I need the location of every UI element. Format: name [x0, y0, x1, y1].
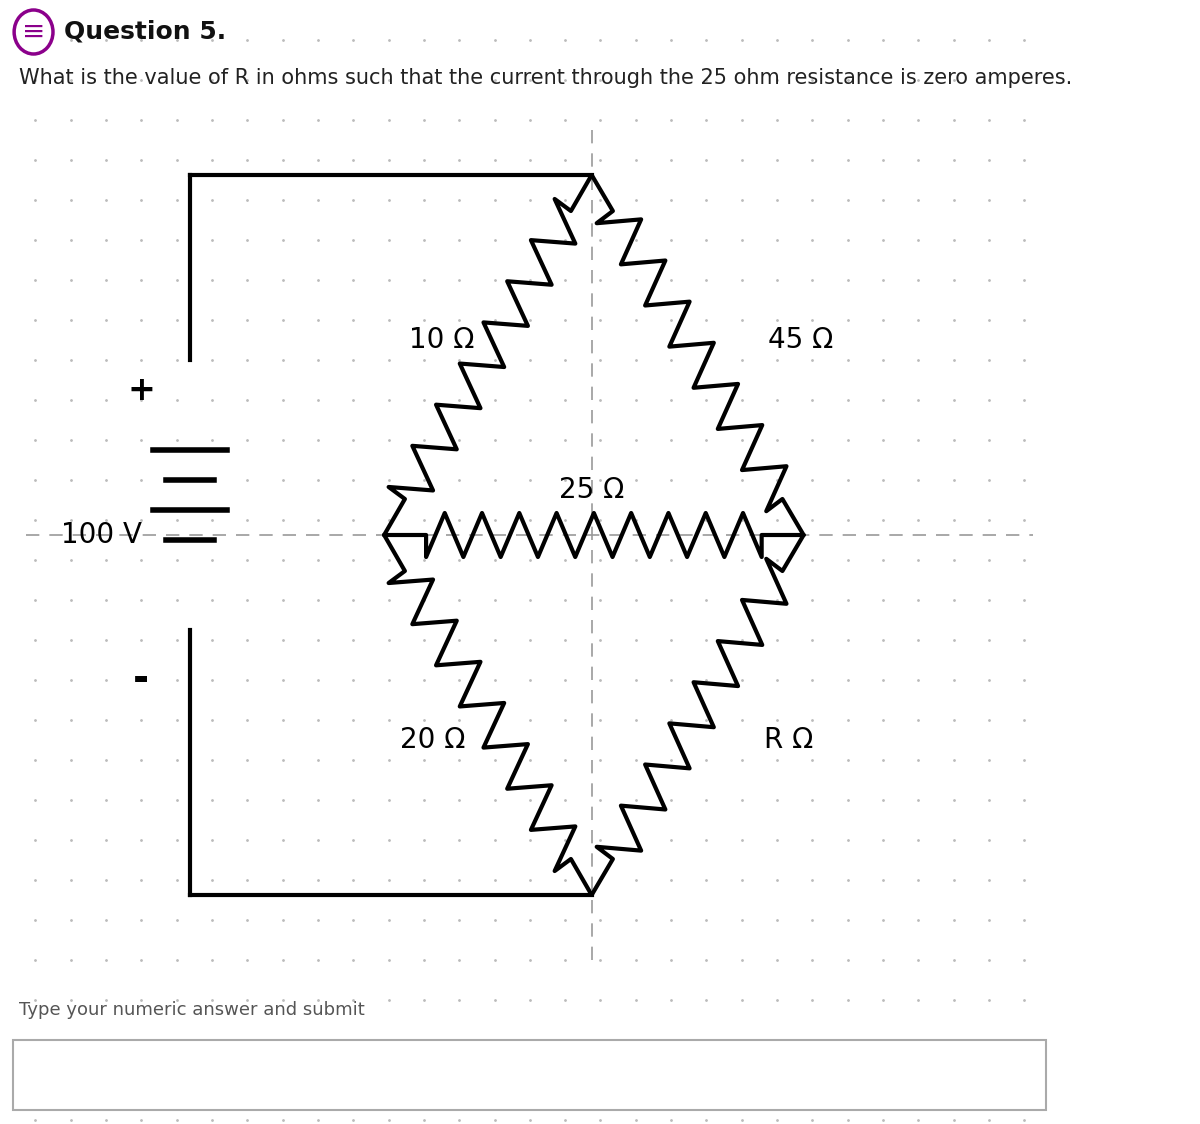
Text: -: - — [133, 661, 149, 699]
Text: Type your numeric answer and submit: Type your numeric answer and submit — [19, 1001, 365, 1019]
Text: What is the value of R in ohms such that the current through the 25 ohm resistan: What is the value of R in ohms such that… — [19, 67, 1073, 88]
Text: ≡: ≡ — [22, 18, 46, 46]
Text: R Ω: R Ω — [764, 726, 814, 754]
Text: 100 V: 100 V — [61, 522, 142, 549]
Text: 45 Ω: 45 Ω — [768, 326, 834, 354]
Text: 25 Ω: 25 Ω — [559, 475, 624, 504]
Circle shape — [14, 10, 53, 54]
Text: 20 Ω: 20 Ω — [400, 726, 466, 754]
Text: 10 Ω: 10 Ω — [409, 326, 474, 354]
Text: +: + — [127, 373, 155, 407]
FancyBboxPatch shape — [13, 1040, 1046, 1111]
Text: Question 5.: Question 5. — [64, 20, 226, 44]
